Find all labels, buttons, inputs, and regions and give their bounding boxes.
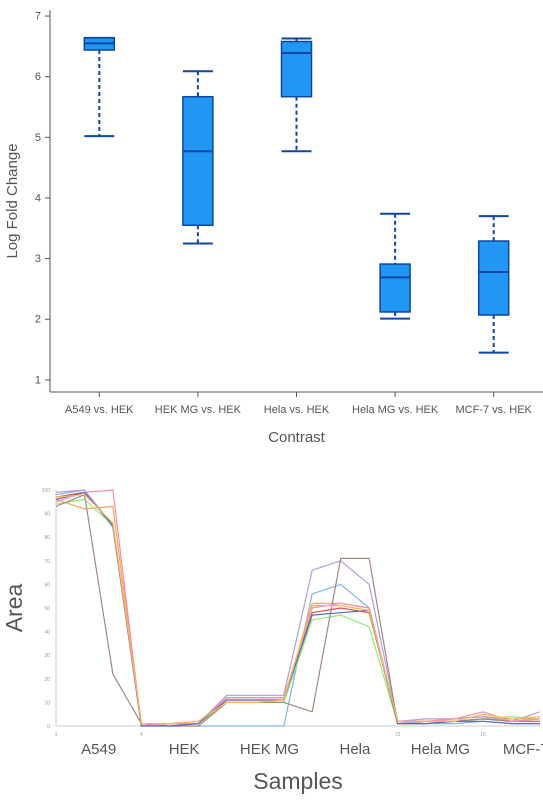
series-line bbox=[55, 489, 540, 727]
series-line bbox=[55, 491, 540, 727]
series-line bbox=[55, 489, 541, 727]
group-label: HEK MG bbox=[240, 741, 299, 758]
box bbox=[280, 40, 313, 98]
group-label: Hela bbox=[340, 741, 372, 758]
y-tick-label: 1 bbox=[35, 374, 41, 386]
y-axis-title: Area bbox=[1, 584, 27, 633]
x-tick-label: 13 bbox=[395, 732, 401, 738]
y-tick-label: 7 bbox=[35, 11, 41, 23]
y-tick-label: 6 bbox=[35, 71, 41, 83]
x-tick-label: MCF-7 vs. HEK bbox=[455, 404, 532, 416]
y-tick-label: 5 bbox=[35, 132, 41, 144]
box bbox=[477, 240, 510, 316]
x-axis-title: Contrast bbox=[268, 429, 326, 446]
x-tick-label: 16 bbox=[480, 732, 486, 738]
group-label: Hela MG bbox=[411, 741, 470, 758]
line-chart: 0 10 20 30 40 50 60 70 80 90 100 1 4 13 16 A549 HEK HEK M… bbox=[1, 488, 543, 794]
y-tick-label: 50 bbox=[44, 606, 50, 612]
y-tick-label: 0 bbox=[47, 724, 50, 730]
y-tick-label: 60 bbox=[44, 582, 50, 588]
y-axis-title: Log Fold Change bbox=[4, 143, 21, 258]
group-label: A549 bbox=[81, 741, 116, 758]
x-tick-label: A549 vs. HEK bbox=[65, 404, 134, 416]
x-tick-label: HEK MG vs. HEK bbox=[155, 404, 242, 416]
x-tick-label: 1 bbox=[55, 732, 58, 738]
y-tick-label: 2 bbox=[35, 314, 41, 326]
y-tick-label: 80 bbox=[44, 535, 50, 541]
series-line bbox=[55, 498, 540, 727]
box bbox=[182, 95, 214, 227]
y-tick-label: 20 bbox=[44, 677, 50, 683]
series-line bbox=[55, 498, 541, 727]
y-tick-label: 3 bbox=[35, 253, 41, 265]
x-axis-title: Samples bbox=[253, 768, 342, 794]
y-tick-label: 40 bbox=[44, 630, 50, 636]
box bbox=[379, 263, 411, 313]
box-chart: 1 2 3 4 5 6 7 A549 vs. HEK HEK MG vs. HEK Hela vs… bbox=[4, 10, 543, 446]
series-line bbox=[55, 494, 540, 727]
group-label: HEK bbox=[169, 741, 200, 758]
group-label: MCF-7 bbox=[503, 741, 543, 758]
x-tick-label: Hela vs. HEK bbox=[264, 404, 330, 416]
y-tick-label: 10 bbox=[44, 700, 50, 706]
y-tick-label: 70 bbox=[44, 559, 50, 565]
series-line bbox=[55, 494, 541, 725]
y-tick-label: 30 bbox=[44, 653, 50, 659]
series-line bbox=[55, 491, 540, 725]
x-tick-label: Hela MG vs. HEK bbox=[352, 404, 439, 416]
y-tick-label: 100 bbox=[42, 488, 51, 494]
y-tick-label: 90 bbox=[44, 512, 50, 518]
x-tick-label: 4 bbox=[140, 732, 143, 738]
series-line bbox=[55, 489, 541, 727]
y-tick-label: 4 bbox=[35, 192, 41, 204]
